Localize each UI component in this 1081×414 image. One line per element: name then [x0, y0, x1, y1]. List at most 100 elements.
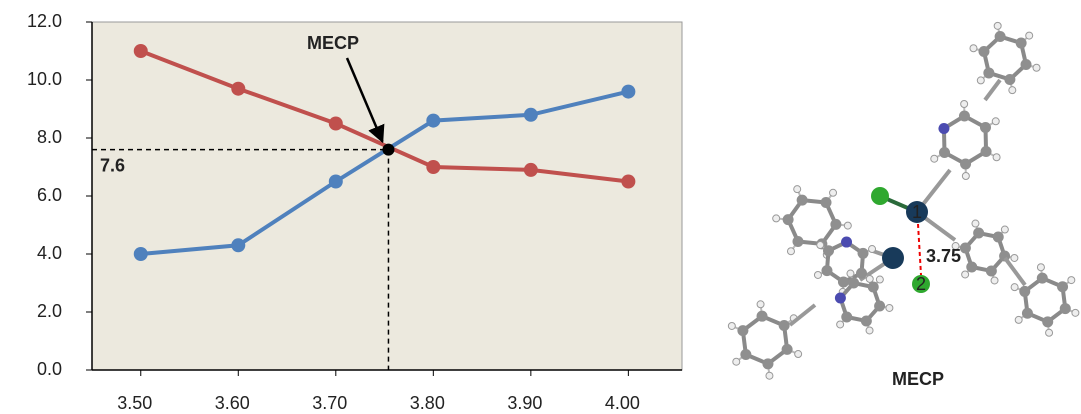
carbon [838, 276, 849, 287]
carbon [783, 214, 794, 225]
carbon [986, 265, 997, 276]
hydrogen [876, 276, 883, 283]
hydrogen [1001, 226, 1008, 233]
carbon [983, 67, 994, 78]
carbon [1004, 74, 1015, 85]
distance-label: 3.75 [926, 246, 961, 266]
hydrogen [866, 327, 873, 334]
data-point [134, 44, 148, 58]
carbon [1037, 273, 1048, 284]
hydrogen [773, 215, 780, 222]
nitrogen [835, 293, 846, 304]
carbon [868, 282, 879, 293]
hydrogen [1009, 87, 1016, 94]
carbon [821, 265, 832, 276]
distance-line [918, 224, 921, 275]
carbon [874, 300, 885, 311]
data-point [621, 175, 635, 189]
y-tick-label: 6.0 [37, 185, 62, 205]
bond [1005, 258, 1025, 285]
hydrogen [844, 222, 851, 229]
x-tick-label: 3.60 [215, 393, 250, 413]
carbon [1022, 308, 1033, 319]
carbon [960, 158, 971, 169]
hydrogen [993, 154, 1000, 161]
hydrogen [931, 155, 938, 162]
hydrogen [733, 358, 740, 365]
hydrogen [1068, 277, 1075, 284]
carbon [797, 195, 808, 206]
carbon [737, 325, 748, 336]
carbon [993, 232, 1004, 243]
hydrogen [795, 351, 802, 358]
carbon [856, 268, 867, 279]
data-point [329, 175, 343, 189]
figure: 123.75MECP 0.02.04.06.08.010.012.03.503.… [0, 0, 1081, 414]
carbon [1021, 59, 1032, 70]
hydrogen [830, 189, 837, 196]
data-point [134, 247, 148, 261]
carbon [980, 122, 991, 133]
carbon [830, 219, 841, 230]
hydrogen [1037, 264, 1044, 271]
carbon [1042, 316, 1053, 327]
hydrogen [869, 246, 876, 253]
data-point [231, 82, 245, 96]
x-tick-label: 3.80 [410, 393, 445, 413]
hydrogen [1026, 32, 1033, 39]
hydrogen [886, 304, 893, 311]
bond [985, 80, 1000, 100]
hydrogen [757, 301, 764, 308]
hydrogen [970, 45, 977, 52]
annotation: MECP [307, 33, 359, 53]
plot-area [92, 22, 682, 370]
carbon [782, 344, 793, 355]
hydrogen [992, 118, 999, 125]
carbon [823, 245, 834, 256]
data-point [329, 117, 343, 131]
carbon [959, 111, 970, 122]
hydrogen [991, 277, 998, 284]
hydrogen [1011, 284, 1018, 291]
hydrogen [814, 271, 821, 278]
carbon [973, 228, 984, 239]
x-tick-label: 3.90 [507, 393, 542, 413]
y-tick-label: 12.0 [27, 11, 62, 31]
data-point [231, 238, 245, 252]
caption: MECP [892, 369, 944, 389]
nitrogen [841, 237, 852, 248]
carbon [779, 320, 790, 331]
x-tick-label: 3.50 [117, 393, 152, 413]
mecp-point [382, 144, 394, 156]
hydrogen [866, 275, 873, 282]
hydrogen [961, 101, 968, 108]
data-point [426, 160, 440, 174]
carbon [1016, 38, 1027, 49]
hydrogen [977, 77, 984, 84]
carbon [740, 349, 751, 360]
hydrogen [1033, 64, 1040, 71]
carbon [995, 31, 1006, 42]
hydrogen [1011, 254, 1018, 261]
carbon [792, 236, 803, 247]
carbon [978, 46, 989, 57]
page: {"chart_data": {"type": "line", "x": [3.… [0, 0, 1081, 414]
data-point [524, 108, 538, 122]
carbon [1060, 303, 1071, 314]
hydrogen [787, 248, 794, 255]
y-tick-label: 10.0 [27, 69, 62, 89]
nitrogen [938, 123, 949, 134]
carbon [966, 261, 977, 272]
y-tick-label: 2.0 [37, 301, 62, 321]
hydrogen [1072, 309, 1079, 316]
hydrogen [766, 372, 773, 379]
hydrogen [837, 321, 844, 328]
hydrogen [994, 22, 1001, 29]
hydrogen [1046, 329, 1053, 336]
hydrogen [962, 271, 969, 278]
data-point [621, 85, 635, 99]
hydrogen [847, 270, 854, 277]
hydrogen [794, 186, 801, 193]
x-tick-label: 4.00 [605, 393, 640, 413]
